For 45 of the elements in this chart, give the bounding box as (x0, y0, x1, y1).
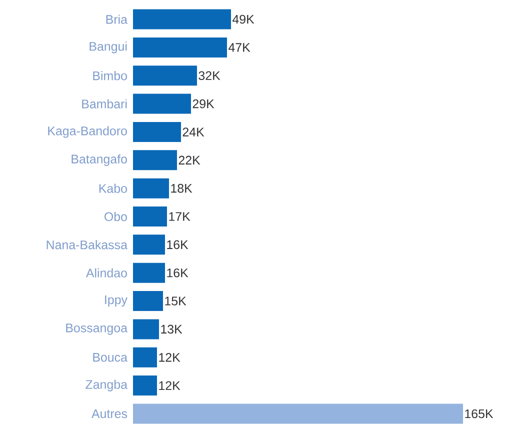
y-tick-label: Alindao (86, 268, 127, 278)
y-tick-label: Bambari (82, 99, 127, 108)
data-label: 165K (465, 409, 494, 418)
y-tick-label: Batangafo (72, 154, 127, 166)
y-tick-label: Bria (106, 14, 128, 24)
y-tick-label: Zangba (86, 380, 128, 392)
y-tick-label: Bouca (93, 353, 128, 362)
data-label: 18K (171, 184, 192, 193)
bar (133, 9, 232, 30)
y-tick-label: Bangui (90, 42, 127, 54)
data-label: 13K (161, 324, 182, 334)
bar (133, 66, 198, 86)
data-label: 12K (159, 381, 180, 390)
bar (133, 122, 181, 142)
y-tick-label: Kabo (99, 184, 127, 193)
data-label: 15K (165, 296, 186, 306)
bar (133, 347, 157, 368)
bar (133, 376, 157, 396)
data-label: 22K (178, 156, 200, 164)
bar (133, 262, 165, 283)
bar (133, 404, 464, 424)
y-tick-label: Ippy (105, 295, 128, 307)
y-tick-label: Obo (104, 212, 127, 222)
data-label: 29K (192, 99, 214, 108)
bar (133, 37, 228, 58)
y-tick-label: Nana-Bakassa (46, 240, 128, 250)
data-label: 32K (198, 71, 220, 80)
bar (133, 206, 167, 227)
data-label: 12K (159, 353, 180, 362)
y-tick-label: Autres (92, 409, 128, 418)
y-tick-label: Bimbo (93, 71, 127, 80)
y-tick-label: Kaga-Bandoro (48, 126, 127, 138)
y-tick-label: Bossangoa (66, 324, 128, 335)
data-label: 49K (232, 14, 254, 24)
bar (133, 150, 177, 170)
bar (133, 319, 159, 340)
data-label: 47K (228, 43, 250, 52)
bar (133, 178, 169, 198)
data-label: 16K (167, 268, 188, 278)
data-label: 17K (169, 212, 190, 221)
bar (133, 291, 163, 312)
data-label: 16K (167, 240, 188, 250)
bar (133, 94, 191, 114)
data-label: 24K (182, 128, 204, 136)
bar (133, 234, 165, 255)
